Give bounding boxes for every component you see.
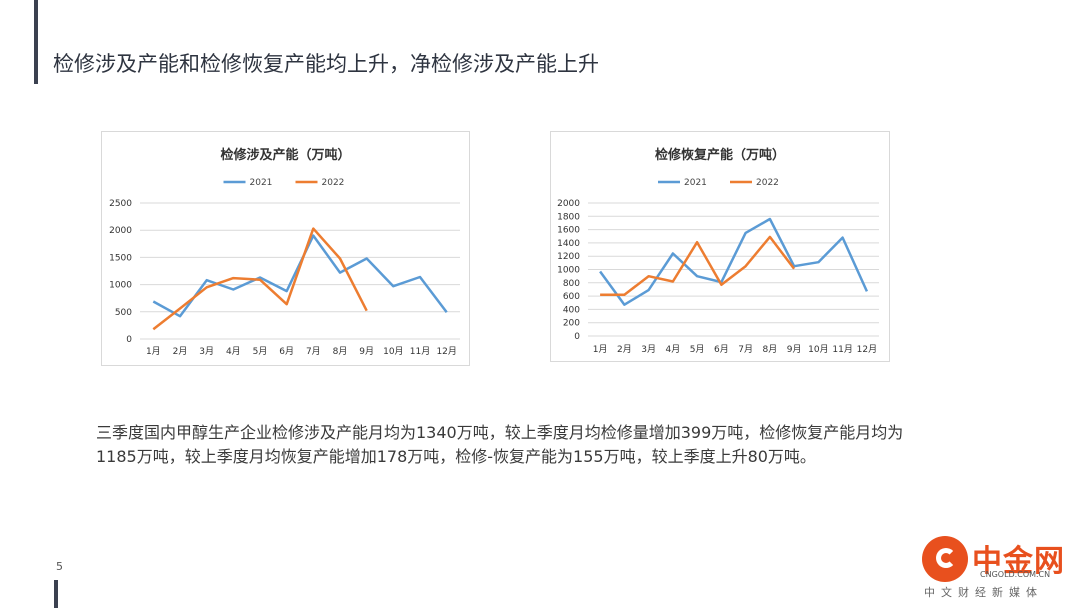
y-tick-label: 600 <box>563 292 580 302</box>
x-tick-label: 10月 <box>383 346 403 357</box>
y-tick-label: 0 <box>574 332 580 342</box>
x-tick-label: 12月 <box>436 346 456 357</box>
x-tick-label: 8月 <box>333 346 348 357</box>
x-tick-label: 7月 <box>738 344 753 355</box>
y-tick-label: 1800 <box>557 212 580 222</box>
chart-maintenance-capacity: 检修涉及产能（万吨） 2021 2022 0 500 1000 1500 2000 2500 1月… <box>101 131 470 366</box>
series-line-2022 <box>152 227 368 331</box>
x-tick-label: 1月 <box>146 346 161 357</box>
x-tick-label: 3月 <box>641 344 656 355</box>
x-tick-label: 10月 <box>808 344 828 355</box>
legend-label-2022: 2022 <box>756 178 779 188</box>
accent-bar-bottom <box>54 580 58 608</box>
x-tick-label: 2月 <box>173 346 188 357</box>
chart-maintenance-capacity-svg: 检修涉及产能（万吨） 2021 2022 0 500 1000 1500 2000 2500 1月… <box>109 147 460 357</box>
x-tick-label: 5月 <box>690 344 705 355</box>
x-tick-label: 2月 <box>617 344 632 355</box>
y-tick-label: 1400 <box>557 239 580 249</box>
x-tick-label: 7月 <box>306 346 321 357</box>
x-tick-label: 4月 <box>226 346 241 357</box>
chart-recovery-capacity-svg: 检修恢复产能（万吨） 2021 2022 0 200 400 600 800 1000 1200 1… <box>557 147 879 355</box>
x-tick-label: 1月 <box>593 344 608 355</box>
x-tick-label: 9月 <box>787 344 802 355</box>
chart-recovery-capacity: 检修恢复产能（万吨） 2021 2022 0 200 400 600 800 1000 1200 1… <box>550 131 890 362</box>
y-tick-label: 2000 <box>109 226 132 236</box>
y-tick-label: 1000 <box>109 281 132 291</box>
x-tick-label: 6月 <box>279 346 294 357</box>
y-tick-label: 2000 <box>557 199 580 209</box>
y-tick-label: 1500 <box>109 253 132 263</box>
series-line-2022 <box>600 235 796 297</box>
y-tick-label: 400 <box>563 305 580 315</box>
x-tick-label: 3月 <box>199 346 214 357</box>
slide-title: 检修涉及产能和检修恢复产能均上升，净检修涉及产能上升 <box>53 52 599 76</box>
logo-tagline: 中文财经新媒体 <box>924 586 1043 599</box>
logo-url: CNGOLD.COM.CN <box>980 570 1051 579</box>
y-tick-label: 800 <box>563 279 580 289</box>
accent-bar <box>34 0 38 84</box>
y-tick-label: 1600 <box>557 226 580 236</box>
logo-name: 中金网 <box>972 544 1065 579</box>
y-tick-label: 2500 <box>109 199 132 209</box>
x-tick-label: 8月 <box>763 344 778 355</box>
logo: 中金网 CNGOLD.COM.CN 中文财经新媒体 <box>918 534 1068 600</box>
x-tick-label: 9月 <box>359 346 374 357</box>
chart-title: 检修恢复产能（万吨） <box>655 147 785 163</box>
body-text: 三季度国内甲醇生产企业检修涉及产能月均为1340万吨，较上季度月均检修量增加39… <box>96 423 904 466</box>
logo-mark-icon <box>922 536 968 582</box>
x-tick-label: 12月 <box>857 344 877 355</box>
x-tick-label: 11月 <box>832 344 852 355</box>
y-tick-label: 1000 <box>557 266 580 276</box>
page-number: 5 <box>56 560 63 573</box>
x-tick-label: 11月 <box>410 346 430 357</box>
x-tick-label: 5月 <box>253 346 268 357</box>
series-line-2021 <box>599 217 869 306</box>
y-tick-label: 500 <box>115 308 132 318</box>
y-tick-label: 200 <box>563 319 580 329</box>
legend-label-2022: 2022 <box>322 178 345 188</box>
x-tick-label: 6月 <box>714 344 729 355</box>
y-tick-label: 1200 <box>557 252 580 262</box>
legend-label-2021: 2021 <box>250 178 273 188</box>
x-tick-label: 4月 <box>666 344 681 355</box>
chart-title: 检修涉及产能（万吨） <box>220 147 350 163</box>
legend-label-2021: 2021 <box>684 178 707 188</box>
y-tick-label: 0 <box>126 335 132 345</box>
series-line-2021 <box>152 234 448 318</box>
